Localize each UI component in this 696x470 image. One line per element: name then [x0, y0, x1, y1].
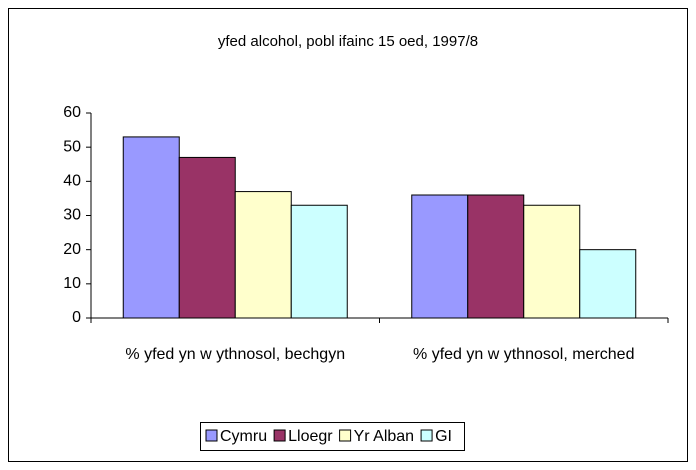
bar — [178, 156, 236, 319]
bar — [523, 204, 581, 319]
legend-label: Cymru — [220, 428, 267, 445]
bar — [122, 136, 180, 319]
legend-swatch — [339, 429, 352, 442]
y-tick-label: 60 — [63, 104, 81, 121]
legend-swatch — [205, 429, 218, 442]
legend-label: GI — [435, 428, 452, 445]
y-tick-label: 30 — [63, 207, 81, 224]
bar — [579, 249, 637, 319]
legend-box — [200, 422, 465, 451]
bar — [290, 204, 348, 319]
bar — [411, 194, 469, 319]
chart-title: yfed alcohol, pobl ifainc 15 oed, 1997/8 — [218, 33, 478, 50]
y-tick-label: 0 — [72, 309, 81, 326]
legend-label: Lloegr — [288, 428, 333, 445]
bar — [234, 191, 292, 319]
x-tick-label: % yfed yn w ythnosol, merched — [413, 346, 635, 363]
bar — [467, 194, 525, 319]
y-tick-label: 40 — [63, 173, 81, 190]
y-tick-label: 20 — [63, 241, 81, 258]
chart-border — [8, 8, 688, 462]
legend-swatch — [420, 429, 433, 442]
y-tick-label: 50 — [63, 138, 81, 155]
legend-swatch — [273, 429, 286, 442]
x-tick-label: % yfed yn w ythnosol, bechgyn — [125, 346, 346, 363]
y-tick-label: 10 — [63, 275, 81, 292]
legend-label: Yr Alban — [354, 428, 414, 445]
